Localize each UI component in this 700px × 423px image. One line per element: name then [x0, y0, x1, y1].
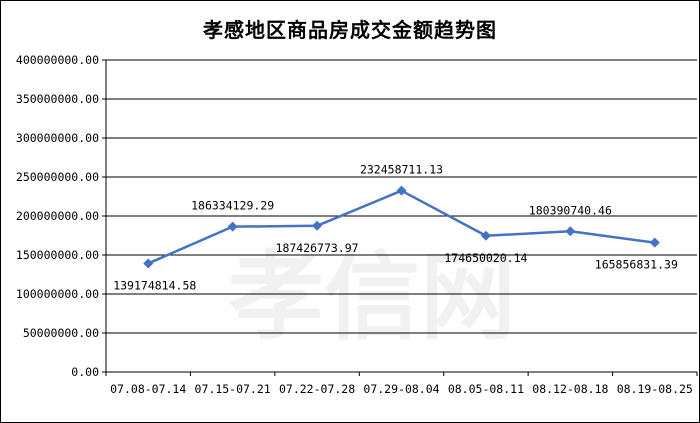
data-label: 187426773.97	[276, 241, 359, 255]
data-label: 174650020.14	[444, 251, 527, 265]
x-tick-label: 08.19-08.25	[617, 382, 693, 396]
x-tick-label: 08.12-08.18	[532, 382, 608, 396]
x-axis-ticks: 07.08-07.14 07.15-07.21 07.22-07.28 07.29-0…	[105, 372, 698, 396]
x-tick-label: 08.05-08.11	[448, 382, 524, 396]
y-axis-ticks: 0.00 50000000.00 100000000.00 150000000.00 2…	[16, 53, 106, 379]
x-tick-label: 07.15-07.21	[195, 382, 271, 396]
data-point-marker	[565, 226, 576, 237]
series	[143, 185, 660, 269]
data-labels: 139174814.58 186334129.29 187426773.97 2324…	[113, 163, 678, 293]
data-label: 180390740.46	[529, 203, 612, 217]
y-tick-label: 200000000.00	[16, 209, 99, 223]
x-tick-label: 07.29-08.04	[363, 382, 439, 396]
data-point-marker	[312, 220, 323, 231]
data-point-marker	[227, 221, 238, 232]
data-point-marker	[649, 237, 660, 248]
y-tick-label: 400000000.00	[16, 53, 99, 67]
data-point-marker	[396, 185, 407, 196]
y-tick-label: 300000000.00	[16, 131, 99, 145]
data-point-marker	[480, 230, 491, 241]
data-label: 165856831.39	[595, 258, 678, 272]
data-point-marker	[143, 258, 154, 269]
data-label: 139174814.58	[113, 278, 196, 292]
chart-title: 孝感地区商品房成交金额趋势图	[203, 18, 497, 42]
gridlines	[106, 59, 697, 334]
y-tick-label: 50000000.00	[23, 326, 99, 340]
y-tick-label: 150000000.00	[16, 248, 99, 262]
y-tick-label: 250000000.00	[16, 170, 99, 184]
y-tick-label: 350000000.00	[16, 92, 99, 106]
data-label: 186334129.29	[191, 199, 274, 213]
data-label: 232458711.13	[360, 163, 443, 177]
y-tick-label: 0.00	[71, 365, 99, 379]
y-tick-label: 100000000.00	[16, 287, 99, 301]
x-tick-label: 07.22-07.28	[279, 382, 355, 396]
watermark: 孝信网	[228, 241, 516, 353]
x-tick-label: 07.08-07.14	[110, 382, 186, 396]
